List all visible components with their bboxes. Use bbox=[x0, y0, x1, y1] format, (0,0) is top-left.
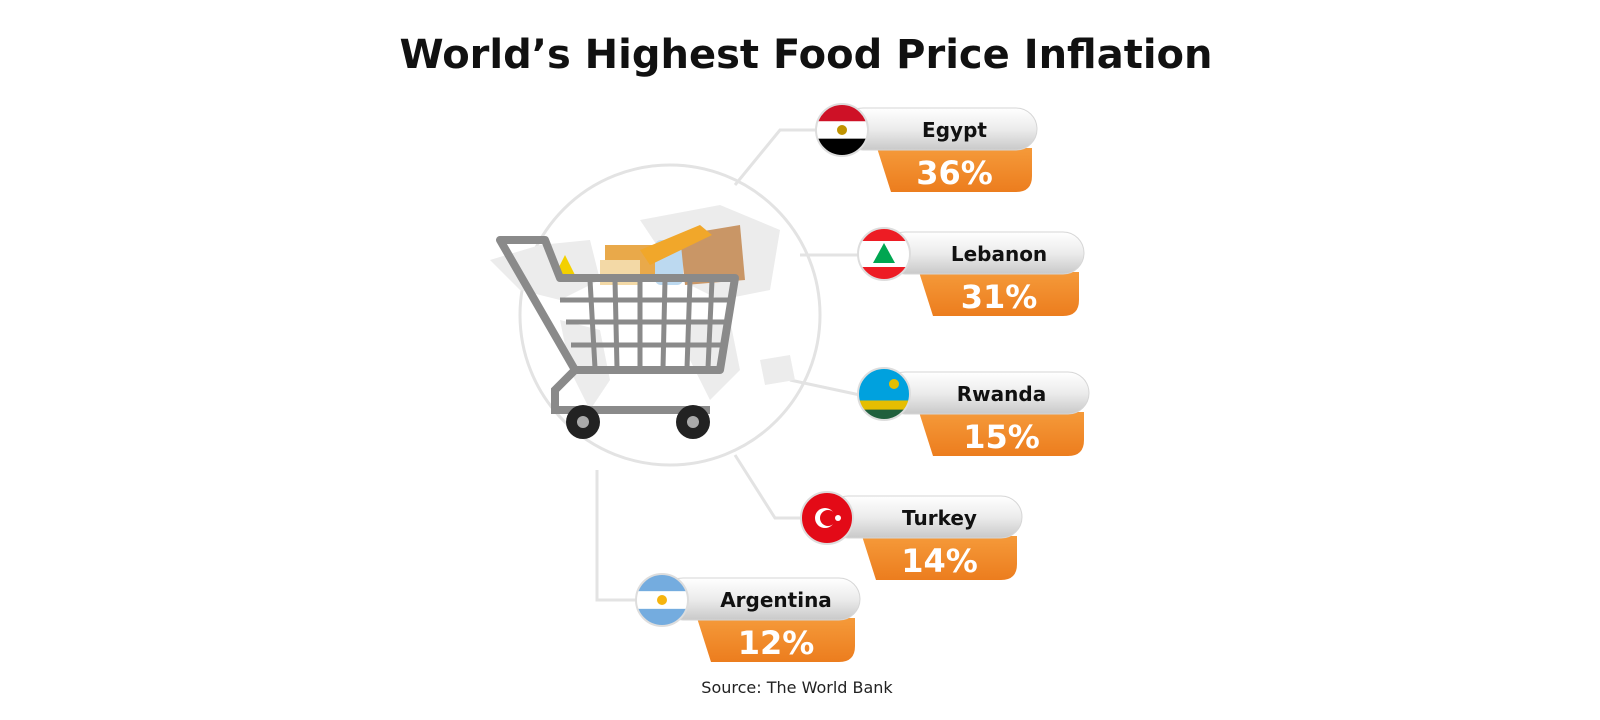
flag bbox=[858, 368, 910, 420]
inflation-value: 31% bbox=[961, 278, 1038, 316]
flag-band bbox=[858, 400, 910, 411]
flag-ring bbox=[857, 367, 911, 421]
country-name: Rwanda bbox=[957, 382, 1046, 406]
flag-sun bbox=[889, 379, 899, 389]
flag bbox=[801, 492, 853, 544]
value-box bbox=[919, 272, 1079, 316]
flag-ring bbox=[857, 227, 911, 281]
inflation-value: 14% bbox=[901, 542, 978, 580]
value-box bbox=[697, 618, 855, 662]
country-card: Lebanon 31% bbox=[857, 227, 1085, 316]
flag-moon bbox=[820, 510, 836, 526]
value-box bbox=[877, 148, 1032, 192]
country-name: Argentina bbox=[720, 588, 832, 612]
flag-ring bbox=[800, 491, 854, 545]
country-name: Egypt bbox=[922, 118, 987, 142]
title: World’s Highest Food Price Inflation bbox=[400, 32, 1213, 78]
flag-ring bbox=[815, 103, 869, 157]
country-card: Turkey 14% bbox=[800, 491, 1023, 580]
source: Source: The World Bank bbox=[701, 678, 893, 697]
flag-emblem bbox=[837, 125, 847, 135]
country-name: Lebanon bbox=[951, 242, 1047, 266]
flag-star bbox=[835, 515, 841, 521]
inflation-value: 36% bbox=[916, 154, 993, 192]
value-box bbox=[919, 412, 1084, 456]
country-card: Argentina 12% bbox=[635, 573, 861, 662]
country-name: Turkey bbox=[902, 506, 977, 530]
inflation-value: 12% bbox=[738, 624, 815, 662]
flag bbox=[858, 228, 910, 280]
value-box bbox=[862, 536, 1017, 580]
flag-band bbox=[858, 409, 910, 420]
shopping-cart bbox=[496, 225, 745, 439]
country-card: Egypt 36% bbox=[815, 103, 1038, 192]
background-globe bbox=[518, 128, 880, 602]
inflation-value: 15% bbox=[963, 418, 1040, 456]
flag-sun bbox=[657, 595, 667, 605]
country-card: Rwanda 15% bbox=[857, 367, 1090, 456]
flag-ring bbox=[635, 573, 689, 627]
flag-cedar bbox=[873, 243, 895, 263]
